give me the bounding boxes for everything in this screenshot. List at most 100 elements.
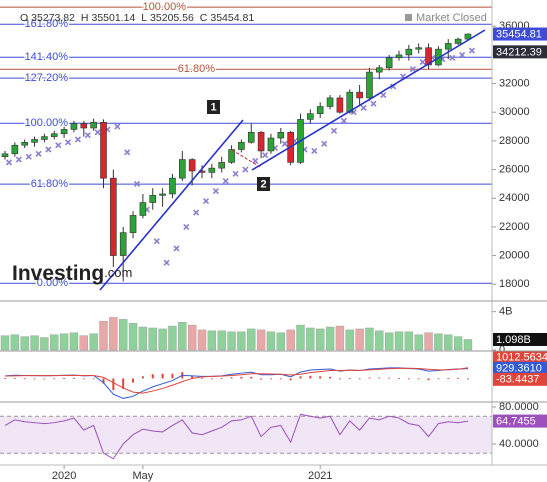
- candle-body: [395, 54, 403, 59]
- volume-bar: [59, 333, 69, 351]
- volume-bar: [453, 336, 463, 351]
- overlay-marker: [311, 147, 318, 154]
- status-icon: [405, 14, 412, 21]
- histogram-bar: [63, 378, 66, 379]
- fib-label: 61.80%: [31, 178, 69, 190]
- histogram-bar: [437, 378, 440, 380]
- candle-body: [41, 136, 48, 140]
- candle-body: [415, 47, 423, 50]
- x-tick-label: 2020: [52, 470, 76, 482]
- ohlc-label: C: [200, 12, 208, 24]
- fib-label: 100.00%: [25, 117, 69, 129]
- candle-body: [366, 71, 373, 99]
- candle-body: [375, 67, 383, 73]
- ohlc-value: 35501.14: [91, 12, 135, 24]
- ohlc-value: 35454.81: [210, 12, 254, 24]
- histogram-bar: [151, 374, 154, 379]
- candle-body: [277, 131, 285, 139]
- histogram-bar: [13, 377, 16, 379]
- overlay-marker: [74, 136, 82, 143]
- price-tag-label: 1.098B: [496, 334, 531, 346]
- histogram-bar: [279, 378, 282, 380]
- watermark-text: .com: [104, 265, 132, 280]
- annotation: 1: [210, 101, 216, 113]
- y-tick-label: 22000: [499, 221, 530, 233]
- candle-body: [238, 142, 245, 150]
- histogram-bar: [102, 378, 105, 384]
- overlay-marker: [409, 66, 416, 73]
- y-tick-label: 0: [499, 344, 505, 356]
- overlay-marker: [35, 150, 42, 157]
- volume-bar: [444, 334, 453, 351]
- volume-bar: [217, 330, 226, 351]
- price-tag-label: 929.3610: [496, 363, 542, 375]
- annotation-box: [257, 177, 270, 191]
- overlay-marker: [330, 127, 338, 134]
- x-tick-label: 2021: [308, 470, 332, 482]
- candle-body: [425, 47, 432, 66]
- volume-bar: [414, 334, 423, 351]
- candle-body: [90, 121, 97, 129]
- overlay-marker: [419, 58, 426, 66]
- histogram-bar: [132, 378, 135, 383]
- volume-bar: [168, 325, 177, 351]
- candle-body: [50, 133, 58, 137]
- volume-bar: [10, 334, 20, 351]
- y-tick-label: 26000: [499, 163, 530, 175]
- overlay-marker: [193, 209, 200, 216]
- histogram-bar: [201, 377, 203, 379]
- ohlc-header: O 35273.82 H 35501.14 L 35205.56 C 35454.81: [20, 12, 254, 24]
- volume-bar: [99, 321, 108, 351]
- candle-body: [316, 106, 324, 114]
- candle-body: [464, 33, 472, 40]
- candle-body: [11, 144, 19, 155]
- y-tick-label: 18000: [499, 278, 530, 290]
- price-tag: [493, 45, 547, 59]
- volume-bar: [118, 319, 128, 351]
- volume-bar: [128, 322, 138, 351]
- candle-body: [267, 137, 275, 152]
- histogram-bar: [368, 377, 371, 379]
- volume-bar: [178, 322, 187, 351]
- price-tag-label: 35454.81: [496, 28, 542, 40]
- overlay-marker: [212, 187, 219, 195]
- candle-body: [336, 97, 344, 113]
- fib-label: 61.80%: [178, 63, 216, 75]
- price-tag: [493, 332, 547, 346]
- histogram-bar: [171, 373, 174, 379]
- candle-body: [405, 48, 413, 56]
- overlay-marker: [222, 177, 229, 185]
- overlay-marker: [242, 166, 249, 173]
- volume-bar: [365, 327, 374, 351]
- histogram-bar: [427, 378, 430, 381]
- volume-bar: [50, 334, 59, 351]
- volume-bar: [109, 317, 118, 351]
- price-tag: [493, 414, 547, 428]
- ohlc-label: L: [141, 12, 147, 24]
- histogram-bar: [92, 378, 95, 380]
- price-tag: [493, 27, 547, 41]
- overlay-marker: [468, 47, 476, 54]
- price-tag-label: 34212.39: [496, 46, 542, 58]
- volume-bar: [325, 326, 335, 351]
- volume-bar: [40, 337, 49, 351]
- price-tag-label: 64.7455: [496, 415, 536, 427]
- overlay-marker: [183, 223, 190, 230]
- histogram-bar: [220, 378, 223, 379]
- overlay-marker: [84, 132, 91, 139]
- y-tick-label: 28000: [499, 135, 530, 147]
- volume-bar: [227, 331, 236, 351]
- candle-body: [385, 57, 393, 69]
- watermark-text: Investing: [12, 262, 104, 285]
- histogram-bar: [112, 378, 115, 391]
- ohlc-label: H: [81, 12, 89, 24]
- overlay-marker: [163, 259, 170, 266]
- volume-bar: [463, 339, 473, 351]
- fib-label: 100.00%: [143, 1, 187, 13]
- candle-body: [1, 153, 9, 157]
- volume-bar: [424, 332, 433, 351]
- overlay-marker: [5, 159, 13, 166]
- overlay-marker: [262, 152, 269, 159]
